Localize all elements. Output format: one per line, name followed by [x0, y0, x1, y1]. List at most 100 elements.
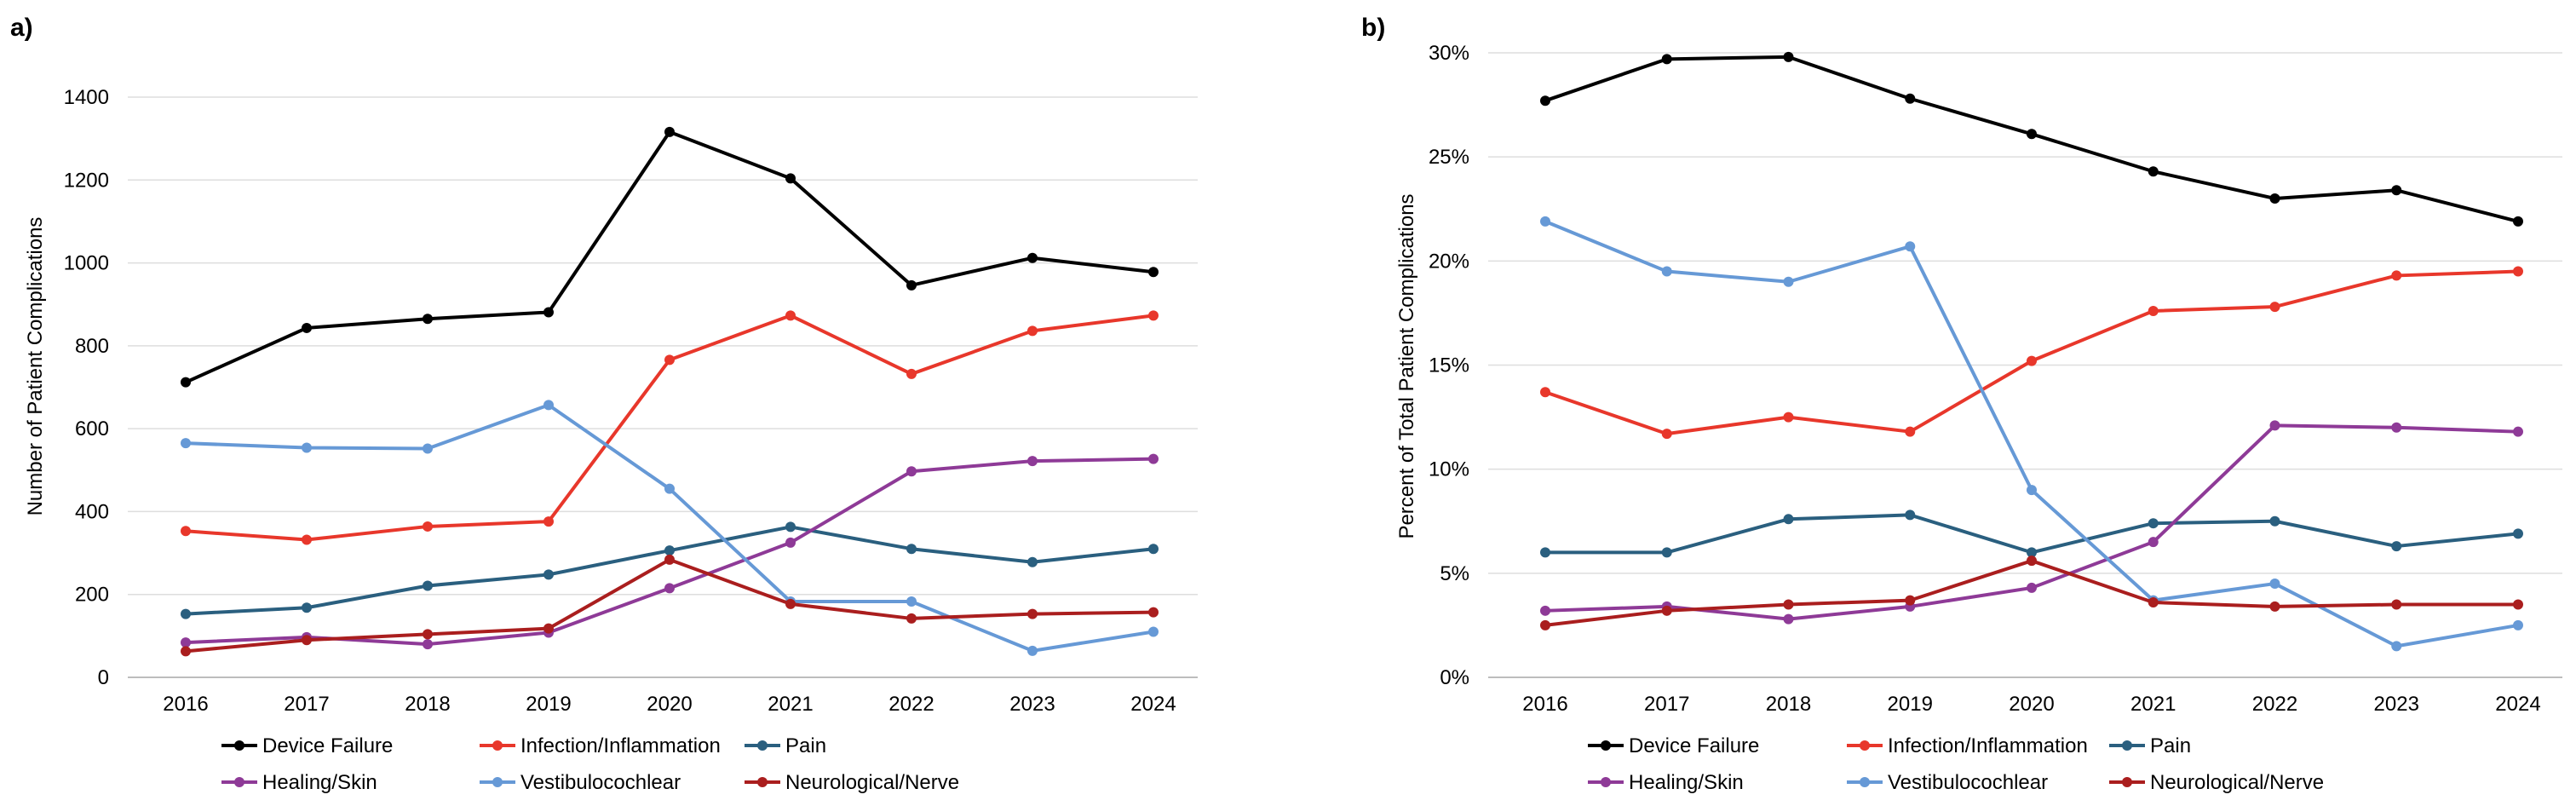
point-b-pain-2023 [2391, 541, 2402, 552]
point-b-device-failure-2021 [2148, 166, 2159, 177]
point-a-infection-inflammation-2023 [1027, 325, 1038, 337]
y-tick-a-1200: 1200 [64, 169, 109, 192]
x-tick-labels-a: 2016 2017 2018 2019 2020 2021 2022 2023 2024 [163, 693, 1176, 716]
point-b-infection-inflammation-2019 [1905, 426, 1916, 437]
point-b-neurological-nerve-2020 [2027, 556, 2037, 567]
legend-label: Device Failure [1629, 734, 1759, 757]
point-a-neurological-nerve-2023 [1027, 608, 1038, 619]
y-tick-a-1000: 1000 [64, 252, 109, 275]
point-a-vestibulocochlear-2017 [302, 442, 312, 453]
x-tick-b-2023: 2023 [2374, 693, 2419, 716]
legend-item-b-healing-skin: Healing/Skin [1588, 771, 1744, 794]
point-b-neurological-nerve-2021 [2148, 597, 2159, 608]
point-a-neurological-nerve-2019 [543, 623, 554, 634]
legend-swatch-marker [2122, 740, 2132, 751]
point-a-device-failure-2020 [664, 126, 675, 137]
point-a-infection-inflammation-2022 [906, 368, 917, 379]
point-b-infection-inflammation-2022 [2269, 302, 2280, 313]
series-b-vestibulocochlear [1540, 216, 2523, 652]
legend-item-a-neurological-nerve: Neurological/Nerve [745, 771, 959, 794]
point-b-healing-skin-2023 [2391, 422, 2402, 433]
y-axis-label-b: Percent of Total Patient Complications [1395, 193, 1418, 538]
point-a-healing-skin-2022 [906, 466, 917, 477]
point-b-pain-2019 [1905, 510, 1916, 521]
legend-label: Device Failure [262, 734, 393, 757]
legend-swatch-marker [1601, 740, 1611, 751]
point-a-pain-2021 [785, 521, 796, 533]
point-b-device-failure-2018 [1783, 51, 1794, 62]
point-a-infection-inflammation-2019 [543, 516, 554, 527]
y-tick-labels-a: 0 200 400 600 800 1000 1200 1400 [64, 86, 109, 689]
x-tick-b-2019: 2019 [1888, 693, 1933, 716]
y-tick-labels-b: 0% 5% 10% 15% 20% 25% 30% [1429, 42, 1469, 689]
point-b-neurological-nerve-2024 [2513, 599, 2523, 610]
series-b-pain [1540, 510, 2523, 558]
point-a-pain-2020 [664, 545, 675, 556]
legend-a: Device Failure Infection/Inflammation Pain… [221, 734, 959, 794]
x-tick-b-2016: 2016 [1522, 693, 1567, 716]
point-a-pain-2024 [1148, 544, 1159, 555]
point-a-neurological-nerve-2022 [906, 613, 917, 624]
point-a-infection-inflammation-2017 [302, 534, 312, 545]
point-a-healing-skin-2016 [181, 637, 191, 648]
point-a-healing-skin-2018 [423, 639, 433, 650]
legend-item-a-vestibulocochlear: Vestibulocochlear [480, 771, 681, 794]
point-a-device-failure-2023 [1027, 252, 1038, 263]
x-tick-b-2017: 2017 [1644, 693, 1689, 716]
point-b-pain-2018 [1783, 514, 1794, 525]
y-tick-a-400: 400 [75, 500, 109, 523]
point-b-pain-2016 [1540, 547, 1550, 558]
point-a-vestibulocochlear-2020 [664, 483, 675, 494]
y-tick-b-10: 10% [1429, 458, 1469, 481]
x-tick-a-2018: 2018 [405, 693, 450, 716]
chart-panel-b: b) Percent of Total Patient Complication… [1361, 14, 2562, 794]
legend-b: Device Failure Infection/Inflammation Pain… [1588, 734, 2324, 794]
legend-swatch-marker [1860, 777, 1870, 787]
point-b-infection-inflammation-2017 [1661, 429, 1672, 440]
point-a-pain-2019 [543, 569, 554, 580]
x-tick-a-2016: 2016 [163, 693, 208, 716]
point-a-infection-inflammation-2021 [785, 310, 796, 321]
point-b-infection-inflammation-2020 [2027, 355, 2037, 366]
legend-label: Neurological/Nerve [785, 771, 959, 794]
point-a-pain-2023 [1027, 556, 1038, 567]
point-a-vestibulocochlear-2022 [906, 596, 917, 607]
legend-item-a-pain: Pain [745, 734, 826, 757]
point-b-neurological-nerve-2019 [1905, 595, 1916, 606]
point-a-infection-inflammation-2018 [423, 521, 433, 532]
point-a-neurological-nerve-2021 [785, 598, 796, 609]
legend-item-b-device-failure: Device Failure [1588, 734, 1759, 757]
x-tick-labels-b: 2016 2017 2018 2019 2020 2021 2022 2023 2024 [1522, 693, 2540, 716]
x-tick-a-2019: 2019 [526, 693, 571, 716]
y-axis-label-a: Number of Patient Complications [24, 217, 47, 516]
point-b-neurological-nerve-2023 [2391, 599, 2402, 610]
point-b-neurological-nerve-2022 [2269, 601, 2280, 612]
legend-item-a-device-failure: Device Failure [221, 734, 393, 757]
legend-swatch-marker [234, 777, 244, 787]
point-b-device-failure-2023 [2391, 185, 2402, 196]
point-b-device-failure-2022 [2269, 193, 2280, 204]
gridlines-b [1488, 52, 2562, 678]
legend-label: Infection/Inflammation [520, 734, 721, 757]
x-tick-a-2023: 2023 [1009, 693, 1055, 716]
legend-swatch-marker [757, 740, 768, 751]
x-tick-a-2020: 2020 [647, 693, 692, 716]
x-tick-b-2018: 2018 [1766, 693, 1811, 716]
series-a-neurological-nerve [181, 554, 1159, 657]
point-b-vestibulocochlear-2017 [1661, 266, 1672, 277]
point-a-healing-skin-2020 [664, 583, 675, 594]
point-a-neurological-nerve-2020 [664, 554, 675, 565]
point-a-infection-inflammation-2024 [1148, 310, 1159, 321]
point-b-infection-inflammation-2021 [2148, 305, 2159, 316]
point-b-device-failure-2024 [2513, 216, 2523, 227]
legend-swatch-marker [1601, 777, 1611, 787]
point-a-infection-inflammation-2016 [181, 526, 191, 537]
legend-item-a-infection-inflammation: Infection/Inflammation [480, 734, 721, 757]
point-a-pain-2022 [906, 544, 917, 555]
y-tick-b-30: 30% [1429, 42, 1469, 65]
point-b-pain-2021 [2148, 518, 2159, 529]
point-a-vestibulocochlear-2018 [423, 443, 433, 454]
y-tick-a-600: 600 [75, 417, 109, 440]
point-a-vestibulocochlear-2024 [1148, 626, 1159, 637]
